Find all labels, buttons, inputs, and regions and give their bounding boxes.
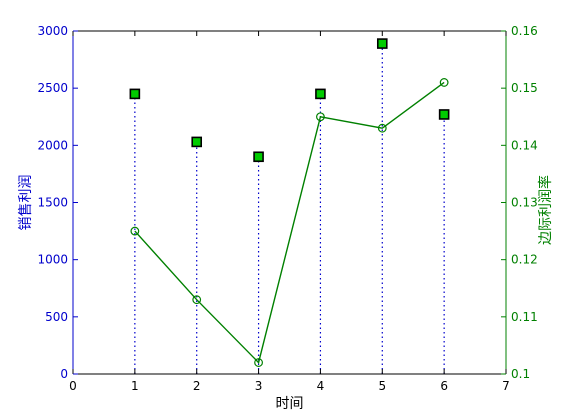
margin-rate-line <box>134 81 445 364</box>
right-y-tick-label: 0.12 <box>511 253 538 267</box>
axes <box>72 30 507 375</box>
stem-markers <box>129 38 450 163</box>
line-marker <box>377 123 387 133</box>
line-series <box>130 78 449 367</box>
x-tick-label: 7 <box>502 379 510 393</box>
left-y-tick-label: 2500 <box>37 81 68 95</box>
left-y-tick-label: 1000 <box>37 253 68 267</box>
stem-series <box>134 43 445 374</box>
x-tick-label: 5 <box>378 379 386 393</box>
left-y-tick-label: 500 <box>45 310 68 324</box>
line-marker <box>439 78 449 87</box>
x-tick-label: 0 <box>69 379 77 393</box>
stem-marker <box>191 136 203 148</box>
stem-marker <box>315 88 326 100</box>
line-marker <box>130 226 140 236</box>
stem-marker <box>129 88 141 100</box>
line-marker <box>316 112 325 122</box>
stem-marker <box>376 38 388 49</box>
left-y-tick-label: 2000 <box>37 138 68 152</box>
right-y-tick-label: 0.15 <box>511 81 538 95</box>
plot-area <box>73 31 506 374</box>
tick-labels: 0 1 2 3 4 5 6 7 0 500 1000 1500 2000 2500 3000 0.1 0.11 0… <box>37 24 537 393</box>
right-y-tick-label: 0.13 <box>511 196 538 210</box>
right-y-tick-label: 0.1 <box>511 367 530 381</box>
right-y-tick-label: 0.14 <box>511 138 538 152</box>
stem-marker <box>438 109 450 120</box>
x-axis-label: 时间 <box>276 396 304 412</box>
stem-marker <box>253 151 264 163</box>
line-marker <box>254 358 263 367</box>
x-tick-label: 1 <box>131 379 139 393</box>
x-tick-label: 2 <box>193 379 201 393</box>
line-marker <box>192 295 202 305</box>
left-y-tick-label: 3000 <box>37 24 68 38</box>
x-tick-label: 3 <box>255 379 263 393</box>
left-y-axis-label: 销售利润 <box>18 175 34 231</box>
left-y-tick-label: 0 <box>60 367 68 381</box>
left-y-tick-label: 1500 <box>37 196 68 210</box>
right-y-tick-label: 0.16 <box>511 24 538 38</box>
right-y-axis-label: 边际利润率 <box>537 175 554 245</box>
right-y-tick-label: 0.11 <box>511 310 538 324</box>
x-tick-label: 4 <box>317 379 325 393</box>
x-tick-label: 6 <box>440 379 448 393</box>
